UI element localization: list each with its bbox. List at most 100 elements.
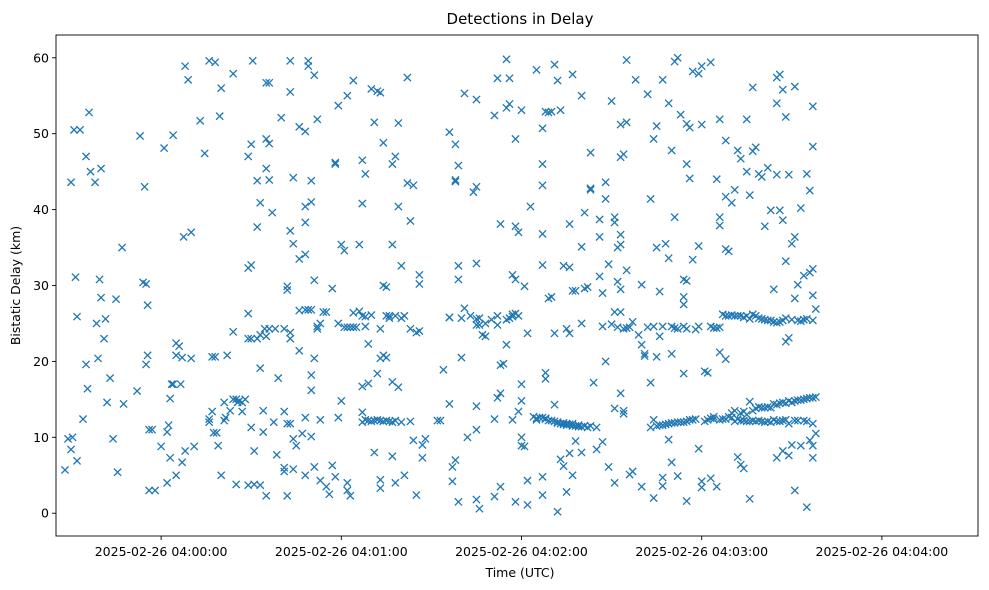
- detection-point: [742, 115, 751, 124]
- detection-point: [631, 75, 640, 84]
- detection-point: [493, 393, 502, 402]
- detection-point: [418, 453, 427, 462]
- detection-point: [352, 323, 361, 332]
- detection-point: [751, 417, 760, 426]
- detection-point: [376, 88, 385, 97]
- detection-point: [733, 146, 742, 155]
- detection-point: [784, 419, 793, 428]
- detection-point: [586, 421, 595, 430]
- detection-point: [799, 271, 808, 280]
- detection-point: [301, 218, 310, 227]
- detection-point: [646, 194, 655, 204]
- detection-point: [712, 323, 721, 333]
- detection-point: [511, 222, 520, 231]
- detection-point: [757, 314, 766, 323]
- detection-point: [745, 417, 754, 426]
- detection-point: [733, 311, 742, 320]
- detection-point: [553, 418, 562, 427]
- detection-point: [604, 260, 613, 269]
- detection-point: [808, 393, 817, 402]
- detection-point: [466, 311, 475, 320]
- detection-point: [247, 334, 256, 343]
- detection-point: [253, 222, 262, 232]
- detection-point: [619, 324, 628, 333]
- detection-point: [265, 175, 274, 185]
- detection-point: [472, 402, 481, 411]
- detection-point: [715, 323, 724, 332]
- detection-point: [217, 84, 226, 93]
- detection-point: [559, 261, 568, 270]
- detection-point: [646, 423, 655, 432]
- detection-point: [655, 332, 664, 341]
- detection-point: [502, 55, 511, 64]
- detection-point: [358, 199, 367, 208]
- detection-point: [248, 56, 257, 65]
- detection-point: [250, 446, 259, 456]
- detection-point: [682, 159, 691, 169]
- detection-point: [397, 261, 406, 270]
- detection-point: [730, 311, 739, 320]
- detection-point: [616, 230, 625, 239]
- detection-point: [433, 416, 442, 425]
- detection-point: [226, 406, 235, 415]
- detection-point: [187, 228, 196, 237]
- detection-point: [280, 463, 289, 472]
- detection-point: [790, 232, 799, 241]
- detection-point: [808, 291, 817, 300]
- detection-point: [167, 380, 176, 389]
- detection-point: [541, 374, 550, 383]
- detection-point: [415, 270, 424, 279]
- detection-point: [472, 314, 481, 323]
- detection-point: [757, 172, 766, 182]
- detection-point: [403, 73, 412, 82]
- detection-point: [694, 322, 703, 331]
- detection-point: [200, 149, 209, 158]
- detection-point: [400, 311, 409, 320]
- detection-point: [628, 317, 637, 326]
- detection-point: [634, 330, 643, 339]
- detection-point: [472, 182, 481, 191]
- detection-point: [391, 152, 400, 161]
- detection-point: [469, 188, 478, 197]
- detection-point: [763, 417, 772, 426]
- detection-point: [391, 311, 400, 320]
- detection-point: [496, 482, 505, 491]
- detection-point: [349, 76, 358, 85]
- detection-point: [637, 482, 646, 491]
- detection-point: [370, 118, 379, 127]
- detection-point: [802, 503, 811, 512]
- detection-point: [583, 282, 592, 292]
- detection-point: [493, 74, 502, 83]
- chart-title: Detections in Delay: [447, 10, 594, 28]
- detection-point: [586, 148, 595, 157]
- detection-point: [179, 232, 188, 241]
- detection-point: [96, 293, 106, 302]
- detection-point: [772, 99, 781, 108]
- detection-point: [310, 354, 319, 363]
- detection-point: [760, 403, 769, 412]
- detection-point: [328, 461, 337, 470]
- detection-point: [805, 186, 814, 195]
- detection-point: [784, 170, 793, 179]
- detection-point: [445, 128, 454, 137]
- detection-point: [379, 138, 388, 147]
- detection-point: [394, 118, 403, 128]
- detection-point: [685, 174, 694, 183]
- y-tick-label: 20: [33, 354, 49, 369]
- y-tick-label: 40: [33, 202, 49, 217]
- detection-point: [595, 272, 604, 281]
- detection-point: [319, 308, 328, 317]
- detection-point: [781, 257, 790, 266]
- detection-point: [598, 322, 607, 331]
- x-tick-label: 2025-02-26 04:02:00: [455, 544, 588, 559]
- detection-point: [340, 323, 349, 332]
- detection-point: [286, 226, 295, 235]
- detection-point: [673, 471, 682, 481]
- detection-point: [763, 163, 772, 172]
- detection-point: [505, 100, 514, 109]
- detection-point: [772, 318, 781, 327]
- detection-point: [649, 322, 658, 331]
- detection-point: [691, 415, 700, 424]
- detection-point: [244, 334, 253, 343]
- detection-point: [646, 378, 655, 387]
